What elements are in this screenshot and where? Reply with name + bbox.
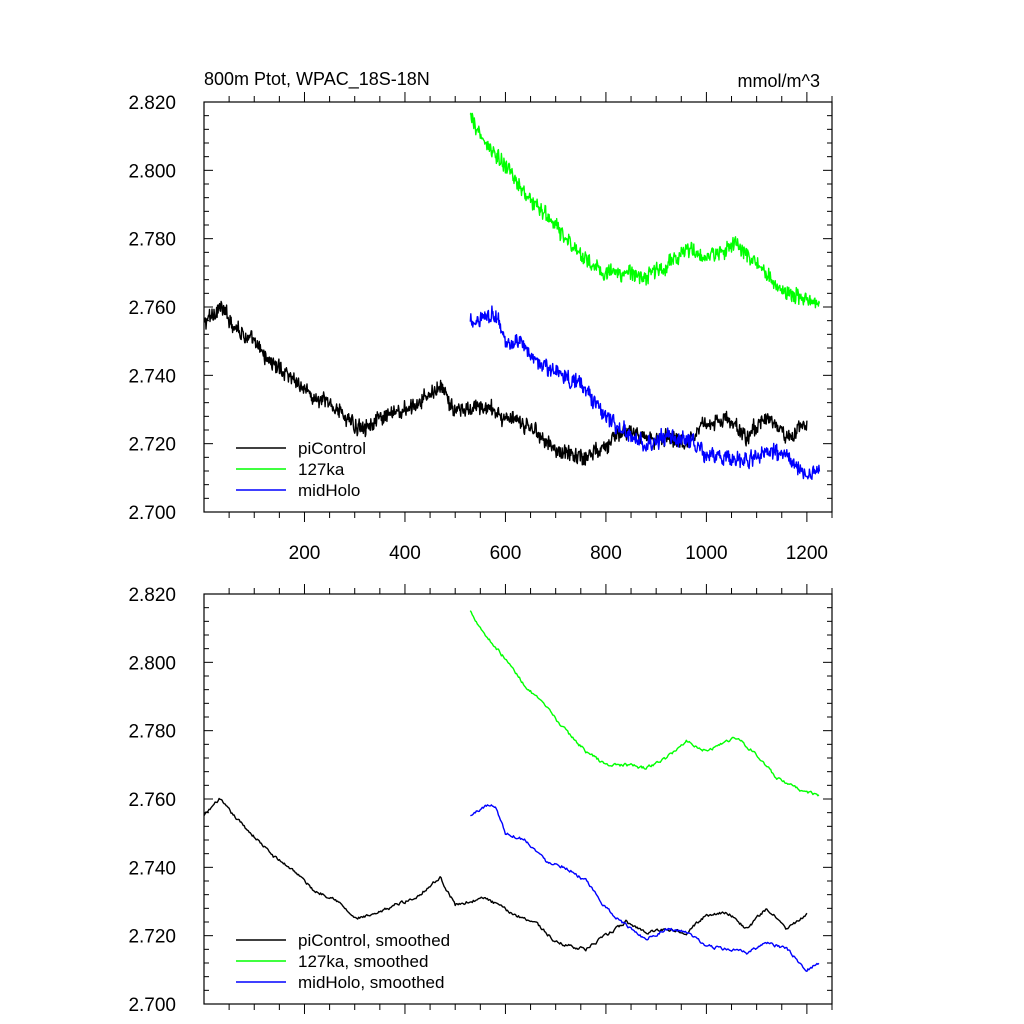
figure-title: 800m Ptot, WPAC_18S-18N <box>204 69 430 90</box>
y-tick-label: 2.740 <box>128 858 176 879</box>
y-tick-label: 2.740 <box>128 366 176 387</box>
x-tick-label: 600 <box>490 543 522 564</box>
x-tick-label: 1000 <box>685 543 727 564</box>
x-tick-label: 400 <box>389 543 421 564</box>
legend: piControl, smoothed 127ka, smoothed midHol… <box>236 931 450 992</box>
legend-label: 127ka, smoothed <box>298 952 428 971</box>
y-tick-label: 2.700 <box>128 995 176 1016</box>
legend-label: midHolo <box>298 481 360 500</box>
legend: piControl 127ka midHolo <box>236 439 366 500</box>
series-line-127ka <box>469 112 821 309</box>
series-line-midholo-smoothed <box>470 804 820 972</box>
legend-label: 127ka <box>298 460 345 479</box>
x-tick-label: 200 <box>289 543 321 564</box>
series-line-picontrol <box>204 300 808 466</box>
y-tick-label: 2.800 <box>128 161 176 182</box>
y-tick-label: 2.720 <box>128 927 176 948</box>
y-tick-label: 2.760 <box>128 298 176 319</box>
top-panel: 2.700 2.720 2.740 2.760 2.780 2.800 2.820 200 40… <box>128 92 833 564</box>
series-line-picontrol-smoothed <box>204 797 808 952</box>
y-tick-label: 2.700 <box>128 503 176 524</box>
legend-label: midHolo, smoothed <box>298 973 444 992</box>
x-tick-label: 1200 <box>786 543 828 564</box>
y-tick-label: 2.720 <box>128 435 176 456</box>
figure-units: mmol/m^3 <box>738 71 820 91</box>
series-line-127ka-smoothed <box>469 610 820 797</box>
series-lines <box>204 112 821 480</box>
y-tick-label: 2.780 <box>128 722 176 743</box>
y-tick-label: 2.800 <box>128 653 176 674</box>
y-tick-label: 2.820 <box>128 585 176 606</box>
bottom-panel: 2.700 2.720 2.740 2.760 2.780 2.800 2.820 piCon… <box>128 584 833 1016</box>
series-line-midholo <box>469 305 821 480</box>
y-tick-label: 2.820 <box>128 93 176 114</box>
y-tick-label: 2.780 <box>128 230 176 251</box>
legend-label: piControl <box>298 439 366 458</box>
x-tick-label: 800 <box>590 543 622 564</box>
y-tick-label: 2.760 <box>128 790 176 811</box>
legend-label: piControl, smoothed <box>298 931 450 950</box>
series-lines <box>204 610 820 972</box>
